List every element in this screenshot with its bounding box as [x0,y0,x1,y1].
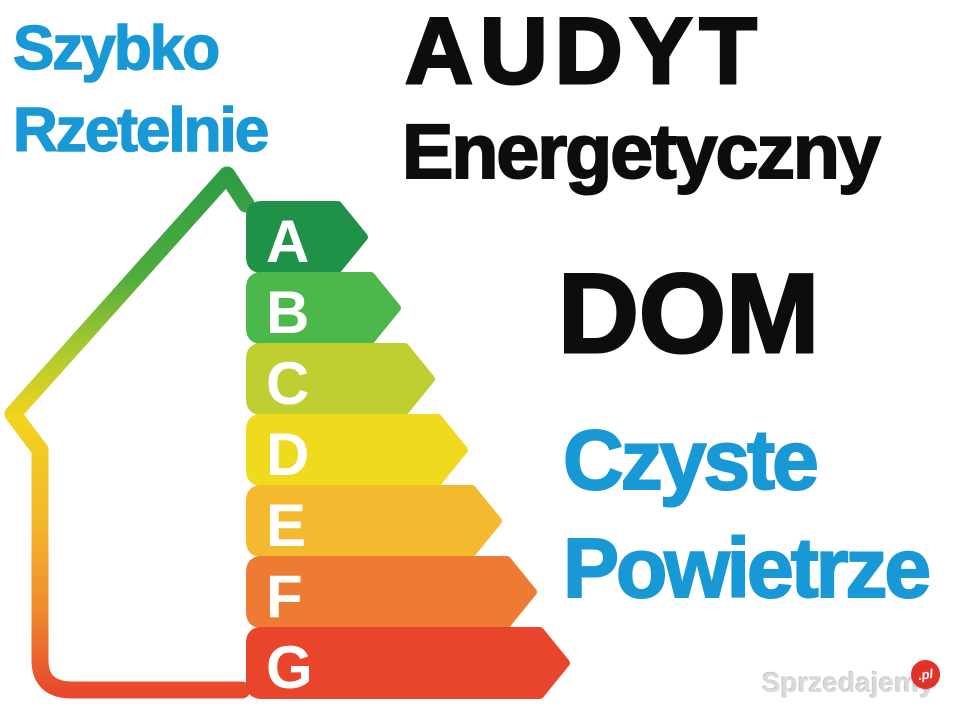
energy-bar-b: B [246,272,401,346]
energy-letter-d: D [266,421,309,488]
energy-bar-g: G [246,627,570,701]
subject-label: DOM [556,251,820,376]
energy-bar-e: E [246,485,502,559]
energy-arrow-c [246,343,435,415]
energy-arrow-e [246,485,502,557]
energy-arrow-b [246,272,401,344]
energy-bar-d: D [246,414,468,488]
energy-letter-b: B [266,279,309,346]
energy-letter-f: F [266,563,303,630]
tagline-line1: Szybko [12,14,221,83]
watermark-text: Sprzedajemy [762,667,935,698]
heading-line1: AUDYT [404,0,764,103]
heading-line2: Energetyczny [401,109,882,195]
energy-letter-e: E [266,492,306,559]
energy-bar-c: C [246,343,435,417]
energy-letter-g: G [266,634,313,701]
program-line1: Czyste [562,413,820,507]
energy-arrow-g [246,627,570,699]
energy-letter-a: A [266,208,309,275]
tagline-line2: Rzetelnie [12,96,270,165]
energy-arrow-f [246,556,537,628]
program-line2: Powietrze [562,521,932,615]
energy-bar-a: A [246,201,368,275]
energy-bar-f: F [246,556,537,630]
energy-arrow-d [246,414,468,486]
energy-letter-c: C [266,350,309,417]
energy-arrow-a [246,201,368,273]
house-outline-icon [4,166,255,699]
